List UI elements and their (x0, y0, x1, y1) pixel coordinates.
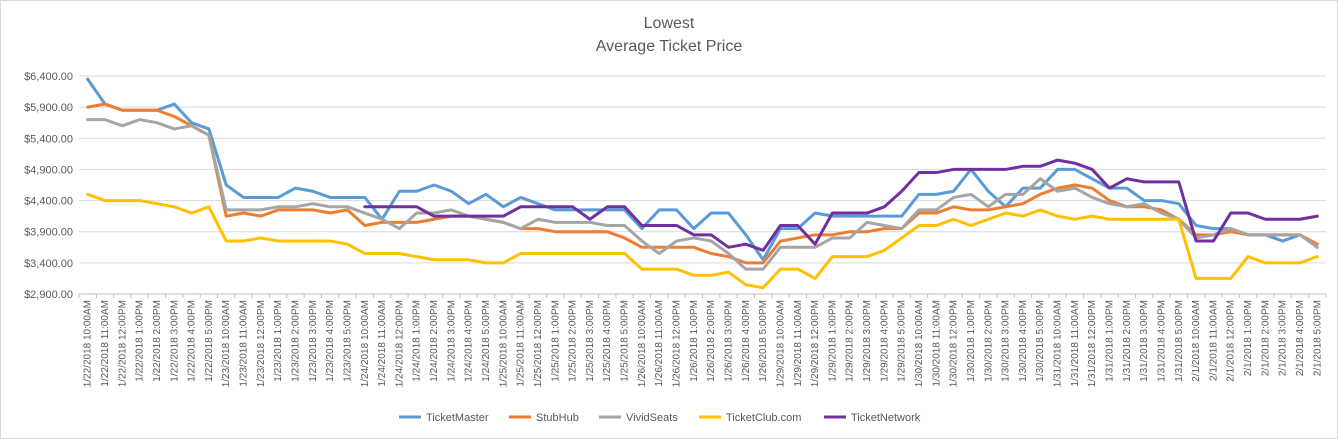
x-axis-ticks: 1/22/2018 10:00AM 1/22/2018 11:00AM 1/22/2… (78, 294, 1327, 387)
legend-label-stubhub: StubHub (536, 412, 579, 424)
x-tick-label: 1/30/2018 10:00AM (914, 300, 925, 387)
gridlines (79, 75, 1326, 295)
x-tick-label: 2/1/2018 10:00AM (1191, 300, 1202, 382)
series-line-vividseats (86, 118, 1319, 271)
chart-subtitle: Average Ticket Price (596, 38, 743, 55)
x-tick-label: 1/30/2018 12:00PM (949, 300, 960, 387)
legend-label-vividseats: VividSeats (626, 412, 678, 424)
y-tick-label: $2,900.00 (24, 289, 73, 301)
series-line-ticketclub-com (86, 192, 1319, 290)
x-tick-label: 1/22/2018 1:00PM (135, 300, 146, 382)
x-tick-label: 1/24/2018 2:00PM (429, 300, 440, 382)
x-tick-label: 1/24/2018 10:00AM (360, 300, 371, 387)
x-tick-label: 1/26/2018 10:00AM (637, 300, 648, 387)
x-tick-label: 1/26/2018 12:00PM (672, 300, 683, 387)
x-tick-label: 1/29/2018 1:00PM (827, 300, 838, 382)
x-tick-label: 1/31/2018 2:00PM (1122, 300, 1133, 382)
x-tick-label: 2/1/2018 11:00AM (1208, 300, 1219, 381)
x-tick-label: 1/25/2018 3:00PM (585, 300, 596, 382)
x-tick-label: 1/26/2018 2:00PM (706, 300, 717, 382)
x-tick-label: 1/22/2018 4:00PM (187, 300, 198, 382)
x-tick-label: 1/29/2018 10:00AM (775, 300, 786, 387)
x-tick-label: 1/31/2018 5:00PM (1174, 300, 1185, 382)
legend-label-ticketmaster: TicketMaster (426, 412, 489, 424)
x-tick-label: 1/23/2018 3:00PM (308, 300, 319, 382)
y-tick-label: $5,900.00 (24, 102, 73, 114)
x-tick-label: 1/25/2018 12:00PM (533, 300, 544, 387)
x-tick-label: 1/25/2018 4:00PM (602, 300, 613, 382)
chart-title: Lowest (644, 15, 695, 32)
x-tick-label: 2/1/2018 2:00PM (1260, 300, 1271, 376)
x-tick-label: 1/23/2018 11:00AM (239, 300, 250, 387)
x-tick-label: 1/23/2018 5:00PM (342, 300, 353, 382)
x-tick-label: 1/29/2018 11:00AM (793, 300, 804, 387)
x-tick-label: 1/25/2018 2:00PM (568, 300, 579, 382)
x-tick-label: 2/1/2018 3:00PM (1278, 300, 1289, 376)
x-tick-label: 2/1/2018 1:00PM (1243, 300, 1254, 376)
x-tick-label: 1/29/2018 2:00PM (845, 300, 856, 382)
x-tick-label: 1/22/2018 3:00PM (169, 300, 180, 382)
series-line-stubhub (86, 102, 1319, 265)
x-tick-label: 1/30/2018 3:00PM (1001, 300, 1012, 382)
x-tick-label: 1/23/2018 1:00PM (273, 300, 284, 382)
x-tick-label: 1/22/2018 12:00PM (117, 300, 128, 387)
x-tick-label: 1/30/2018 4:00PM (1018, 300, 1029, 382)
x-tick-label: 1/29/2018 4:00PM (879, 300, 890, 382)
x-tick-label: 1/31/2018 12:00PM (1087, 300, 1098, 387)
x-tick-label: 1/23/2018 10:00AM (221, 300, 232, 387)
x-tick-label: 1/25/2018 5:00PM (620, 300, 631, 382)
x-tick-label: 1/26/2018 5:00PM (758, 300, 769, 382)
legend-label-ticketnetwork: TicketNetwork (851, 412, 921, 424)
y-tick-label: $5,400.00 (24, 133, 73, 145)
x-tick-label: 1/31/2018 3:00PM (1139, 300, 1150, 382)
x-tick-label: 1/31/2018 11:00AM (1070, 300, 1081, 387)
x-tick-label: 2/1/2018 12:00PM (1226, 300, 1237, 382)
x-tick-label: 1/26/2018 11:00AM (654, 300, 665, 387)
legend: TicketMaster StubHub VividSeats TicketClub.… (399, 412, 921, 424)
x-tick-label: 1/25/2018 1:00PM (550, 300, 561, 382)
x-tick-label: 1/29/2018 12:00PM (810, 300, 821, 387)
x-tick-label: 1/26/2018 4:00PM (741, 300, 752, 382)
series-lines (86, 77, 1319, 290)
x-tick-label: 1/23/2018 4:00PM (325, 300, 336, 382)
x-tick-label: 1/25/2018 10:00AM (498, 300, 509, 387)
x-tick-label: 1/30/2018 5:00PM (1035, 300, 1046, 382)
x-tick-label: 1/30/2018 2:00PM (983, 300, 994, 382)
x-tick-label: 1/31/2018 4:00PM (1156, 300, 1167, 382)
x-tick-label: 1/31/2018 1:00PM (1105, 300, 1116, 382)
y-tick-label: $4,900.00 (24, 164, 73, 176)
x-tick-label: 1/24/2018 1:00PM (412, 300, 423, 382)
y-axis-ticks: $2,900.00 $3,400.00 $3,900.00 $4,400.00 $4,9… (24, 71, 73, 301)
y-tick-label: $3,900.00 (24, 227, 73, 239)
legend-label-ticketclub-com: TicketClub.com (726, 412, 801, 424)
x-tick-label: 1/29/2018 3:00PM (862, 300, 873, 382)
x-tick-label: 1/24/2018 4:00PM (464, 300, 475, 382)
x-tick-label: 1/22/2018 5:00PM (204, 300, 215, 382)
x-tick-label: 1/25/2018 11:00AM (516, 300, 527, 387)
x-tick-label: 1/23/2018 2:00PM (290, 300, 301, 382)
x-tick-label: 2/1/2018 4:00PM (1295, 300, 1306, 376)
x-tick-label: 1/24/2018 12:00PM (394, 300, 405, 387)
x-tick-label: 1/31/2018 10:00AM (1053, 300, 1064, 387)
x-tick-label: 1/22/2018 2:00PM (152, 300, 163, 382)
y-tick-label: $4,400.00 (24, 196, 73, 208)
series-line-ticketnetwork (363, 158, 1319, 252)
y-tick-label: $6,400.00 (24, 71, 73, 83)
x-tick-label: 1/24/2018 3:00PM (446, 300, 457, 382)
x-tick-label: 1/23/2018 12:00PM (256, 300, 267, 387)
x-tick-label: 1/29/2018 5:00PM (897, 300, 908, 382)
x-tick-label: 1/24/2018 11:00AM (377, 300, 388, 387)
x-tick-label: 1/24/2018 5:00PM (481, 300, 492, 382)
x-tick-label: 1/26/2018 3:00PM (723, 300, 734, 382)
x-tick-label: 1/26/2018 1:00PM (689, 300, 700, 382)
x-tick-label: 2/1/2018 5:00PM (1312, 300, 1323, 376)
x-tick-label: 1/22/2018 10:00AM (83, 300, 94, 387)
x-tick-label: 1/30/2018 11:00AM (931, 300, 942, 387)
x-tick-label: 1/30/2018 1:00PM (966, 300, 977, 382)
y-tick-label: $3,400.00 (24, 258, 73, 270)
x-tick-label: 1/22/2018 11:00AM (100, 300, 111, 387)
